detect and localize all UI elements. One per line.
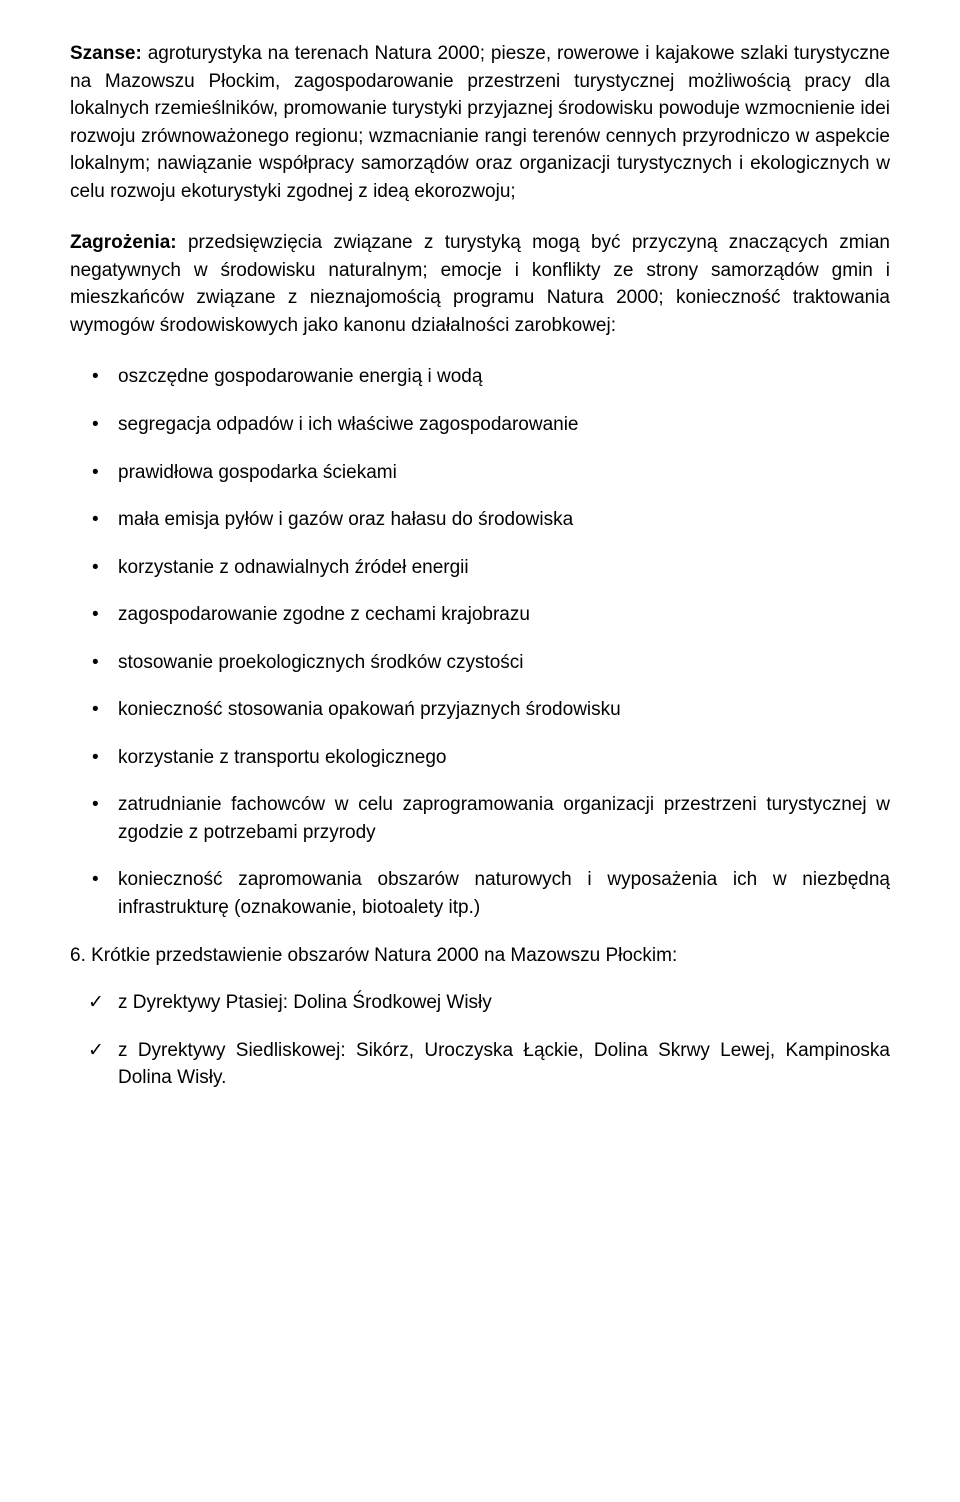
check-list: z Dyrektywy Ptasiej: Dolina Środkowej Wi…	[70, 989, 890, 1092]
list-item: konieczność stosowania opakowań przyjazn…	[70, 696, 890, 724]
list-item: oszczędne gospodarowanie energią i wodą	[70, 363, 890, 391]
text-zagrozenia: przedsięwzięcia związane z turystyką mog…	[70, 232, 890, 336]
list-item: korzystanie z odnawialnych źródeł energi…	[70, 554, 890, 582]
list-item: mała emisja pyłów i gazów oraz hałasu do…	[70, 506, 890, 534]
text-szanse: agroturystyka na terenach Natura 2000; p…	[70, 43, 890, 202]
list-item: zagospodarowanie zgodne z cechami krajob…	[70, 601, 890, 629]
paragraph-szanse: Szanse: agroturystyka na terenach Natura…	[70, 40, 890, 205]
paragraph-zagrozenia: Zagrożenia: przedsięwzięcia związane z t…	[70, 229, 890, 339]
bullet-list: oszczędne gospodarowanie energią i wodą …	[70, 363, 890, 921]
list-item: z Dyrektywy Siedliskowej: Sikórz, Uroczy…	[70, 1037, 890, 1092]
label-zagrozenia: Zagrożenia:	[70, 232, 177, 253]
list-item: segregacja odpadów i ich właściwe zagosp…	[70, 411, 890, 439]
list-item: zatrudnianie fachowców w celu zaprogramo…	[70, 791, 890, 846]
list-item: prawidłowa gospodarka ściekami	[70, 459, 890, 487]
list-item: z Dyrektywy Ptasiej: Dolina Środkowej Wi…	[70, 989, 890, 1017]
list-item: korzystanie z transportu ekologicznego	[70, 744, 890, 772]
label-szanse: Szanse:	[70, 43, 142, 64]
section-6-heading: 6. Krótkie przedstawienie obszarów Natur…	[70, 942, 890, 970]
list-item: konieczność zapromowania obszarów naturo…	[70, 866, 890, 921]
list-item: stosowanie proekologicznych środków czys…	[70, 649, 890, 677]
